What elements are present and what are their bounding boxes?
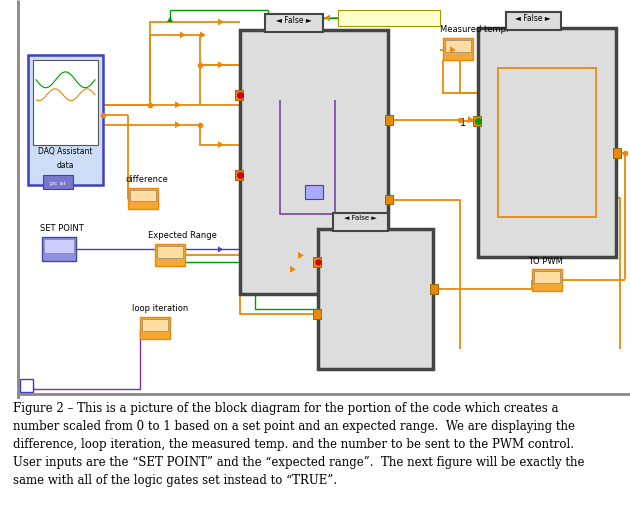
Polygon shape (200, 32, 206, 38)
Bar (155, 245, 185, 266)
Bar (318, 229, 433, 369)
Polygon shape (175, 101, 181, 108)
Polygon shape (218, 61, 224, 68)
Bar (498, 68, 596, 217)
Bar (445, 40, 471, 52)
Text: data: data (57, 161, 74, 170)
Text: loop iteration: loop iteration (132, 304, 188, 313)
Bar (506, 12, 561, 30)
Bar (20, 379, 33, 392)
Text: Figure 2 – This is a picture of the block diagram for the portion of the code wh: Figure 2 – This is a picture of the bloc… (13, 402, 584, 487)
Polygon shape (218, 246, 223, 253)
Polygon shape (218, 141, 224, 148)
Bar (313, 257, 321, 267)
Bar (473, 116, 481, 125)
Bar (613, 148, 621, 158)
Bar (305, 185, 323, 198)
Polygon shape (180, 32, 186, 38)
Bar (130, 190, 156, 202)
Bar (532, 269, 562, 291)
Bar (42, 237, 76, 261)
Text: 1: 1 (460, 118, 466, 128)
Text: ◄ False ►: ◄ False ► (515, 14, 551, 23)
Polygon shape (290, 266, 296, 273)
Text: ◄ False ►: ◄ False ► (343, 215, 376, 222)
Bar (33, 60, 98, 145)
Bar (235, 90, 243, 100)
Polygon shape (468, 116, 474, 123)
Polygon shape (167, 17, 173, 22)
Text: TO PWM: TO PWM (528, 257, 563, 266)
Bar (265, 14, 323, 32)
Bar (333, 214, 388, 232)
Text: DAQ Assistant: DAQ Assistant (38, 146, 93, 155)
Text: difference: difference (125, 174, 168, 184)
Bar (478, 28, 616, 257)
Polygon shape (450, 46, 456, 54)
Bar (157, 246, 183, 258)
Text: Measured temp.: Measured temp. (440, 25, 508, 34)
Bar (338, 10, 440, 26)
Bar (44, 239, 74, 254)
Bar (28, 55, 103, 185)
Bar (142, 319, 168, 331)
Bar (128, 187, 158, 209)
Text: ◄ False ►: ◄ False ► (276, 16, 312, 25)
Polygon shape (218, 18, 224, 25)
Bar (140, 317, 170, 339)
Bar (443, 38, 473, 60)
Bar (534, 271, 560, 284)
Bar (43, 174, 73, 188)
Bar (313, 309, 321, 319)
Bar (235, 170, 243, 180)
Bar (385, 195, 393, 205)
Text: This is absolute value: This is absolute value (351, 11, 427, 17)
Bar (430, 285, 438, 294)
Polygon shape (324, 15, 330, 22)
Text: pc ai: pc ai (50, 181, 66, 185)
Text: Expected Range: Expected Range (148, 232, 217, 240)
Polygon shape (175, 121, 181, 128)
Bar (240, 30, 388, 295)
Bar (385, 114, 393, 125)
Text: SET POINT: SET POINT (40, 225, 84, 234)
Polygon shape (298, 252, 304, 259)
